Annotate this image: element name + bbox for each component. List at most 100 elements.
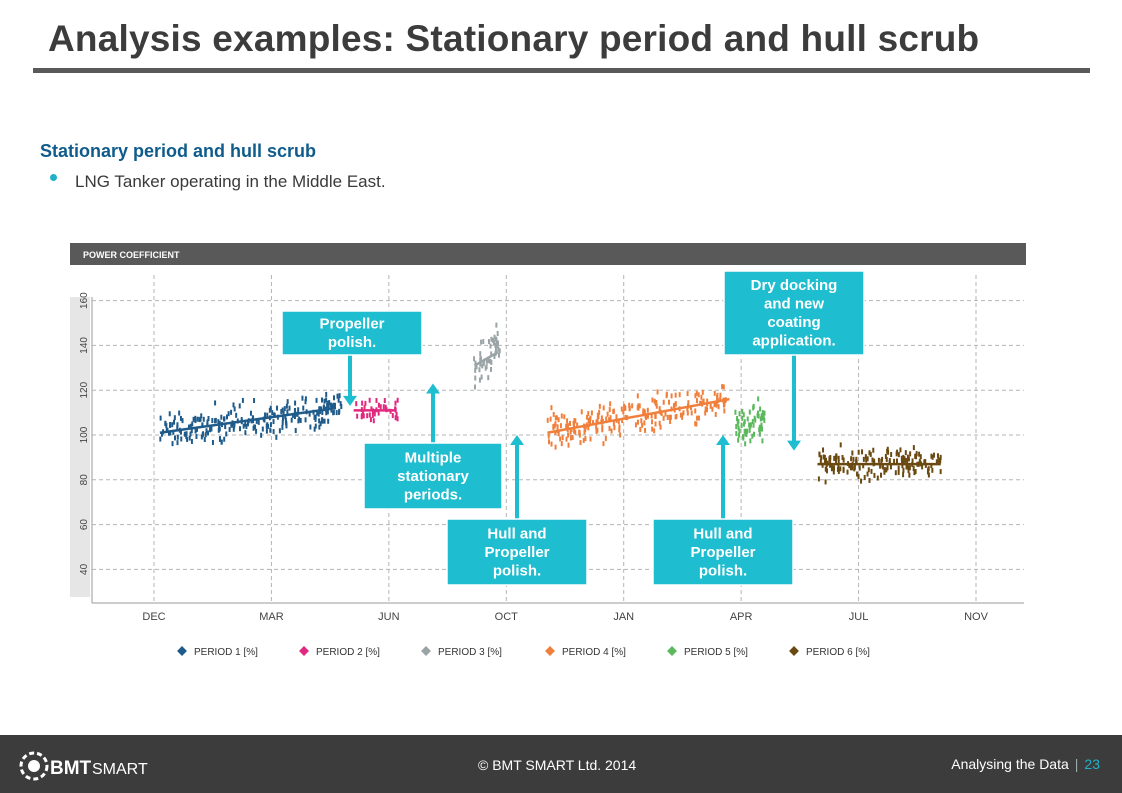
data-point-period-6 [902, 467, 905, 473]
data-point-period-6 [914, 453, 917, 459]
data-point-period-6 [908, 472, 911, 478]
data-point-period-6 [886, 446, 889, 452]
data-point-period-2 [394, 407, 397, 413]
data-point-period-4 [550, 441, 553, 447]
data-point-period-1 [220, 414, 223, 420]
data-point-period-1 [253, 424, 256, 430]
data-point-period-6 [889, 464, 892, 470]
data-point-period-4 [602, 441, 605, 447]
data-point-period-5 [759, 416, 762, 422]
data-point-period-4 [560, 413, 563, 419]
callout-text: Propeller [690, 544, 755, 561]
data-point-period-5 [757, 396, 760, 402]
data-point-period-1 [285, 423, 288, 429]
data-point-period-4 [713, 402, 716, 408]
data-point-period-6 [930, 463, 933, 469]
data-point-period-1 [178, 410, 181, 416]
data-point-period-5 [746, 416, 749, 422]
data-point-period-6 [867, 467, 870, 473]
data-point-period-1 [269, 427, 272, 433]
data-point-period-4 [697, 392, 700, 398]
data-point-period-6 [893, 458, 896, 464]
data-point-period-1 [196, 416, 199, 422]
data-point-period-4 [678, 392, 681, 398]
data-point-period-1 [333, 395, 336, 401]
data-point-period-1 [206, 419, 209, 425]
x-tick-label: JAN [613, 611, 634, 623]
callout-text: coating [767, 314, 820, 331]
data-point-period-1 [338, 408, 341, 414]
data-point-period-4 [717, 404, 720, 410]
x-tick-label: DEC [142, 611, 165, 623]
data-point-period-1 [200, 434, 203, 440]
data-point-period-6 [868, 477, 871, 483]
data-point-period-1 [238, 426, 241, 432]
data-point-period-4 [723, 408, 726, 414]
data-point-period-4 [595, 424, 598, 430]
data-point-period-4 [658, 406, 661, 412]
footer-separator: | [1074, 756, 1079, 772]
data-point-period-1 [320, 418, 323, 424]
data-point-period-1 [313, 426, 316, 432]
data-point-period-6 [911, 458, 914, 464]
data-point-period-6 [890, 452, 893, 458]
data-point-period-3 [482, 339, 485, 345]
data-point-period-1 [187, 424, 190, 430]
data-point-period-6 [927, 466, 930, 472]
data-point-period-5 [752, 422, 755, 428]
data-point-period-4 [655, 399, 658, 405]
data-point-period-4 [631, 403, 634, 409]
data-point-period-1 [321, 397, 324, 403]
callout-box [723, 270, 865, 356]
data-point-period-1 [265, 428, 268, 434]
y-tick-label: 40 [79, 563, 90, 575]
data-point-period-4 [596, 417, 599, 423]
data-point-period-1 [159, 436, 162, 442]
data-point-period-3 [478, 367, 481, 373]
data-point-period-4 [638, 403, 641, 409]
data-point-period-6 [848, 463, 851, 469]
data-point-period-5 [742, 412, 745, 418]
data-point-period-6 [829, 458, 832, 464]
data-point-period-1 [327, 418, 330, 424]
legend-marker-icon [421, 646, 431, 656]
data-point-period-4 [582, 437, 585, 443]
data-point-period-1 [267, 423, 270, 429]
data-point-period-4 [722, 384, 725, 390]
data-point-period-6 [873, 458, 876, 464]
data-point-period-3 [496, 340, 499, 346]
data-point-period-6 [899, 447, 902, 453]
data-point-period-4 [701, 400, 704, 406]
data-point-period-4 [689, 405, 692, 411]
data-point-period-4 [559, 436, 562, 442]
data-point-period-3 [487, 357, 490, 363]
data-point-period-4 [576, 422, 579, 428]
data-point-period-4 [644, 427, 647, 433]
callout-text: application. [752, 333, 835, 350]
data-point-period-6 [912, 465, 915, 471]
data-point-period-6 [932, 452, 935, 458]
data-point-period-3 [474, 367, 477, 373]
data-point-period-3 [495, 342, 498, 348]
data-point-period-1 [322, 405, 325, 411]
data-point-period-1 [172, 429, 175, 435]
data-point-period-1 [176, 422, 179, 428]
data-point-period-3 [473, 384, 476, 390]
data-point-period-4 [697, 415, 700, 421]
data-point-period-1 [273, 412, 276, 418]
data-point-period-1 [227, 411, 230, 417]
data-point-period-4 [634, 422, 637, 428]
data-point-period-1 [317, 411, 320, 417]
data-point-period-5 [741, 409, 744, 415]
data-point-period-5 [757, 413, 760, 419]
data-point-period-4 [612, 421, 615, 427]
data-point-period-4 [695, 398, 698, 404]
data-point-period-4 [610, 428, 613, 434]
data-point-period-1 [168, 411, 171, 417]
data-point-period-1 [185, 431, 188, 437]
data-point-period-4 [608, 407, 611, 413]
data-point-period-4 [604, 435, 607, 441]
data-point-period-4 [567, 432, 570, 438]
data-point-period-6 [860, 478, 863, 484]
data-point-period-1 [294, 428, 297, 434]
